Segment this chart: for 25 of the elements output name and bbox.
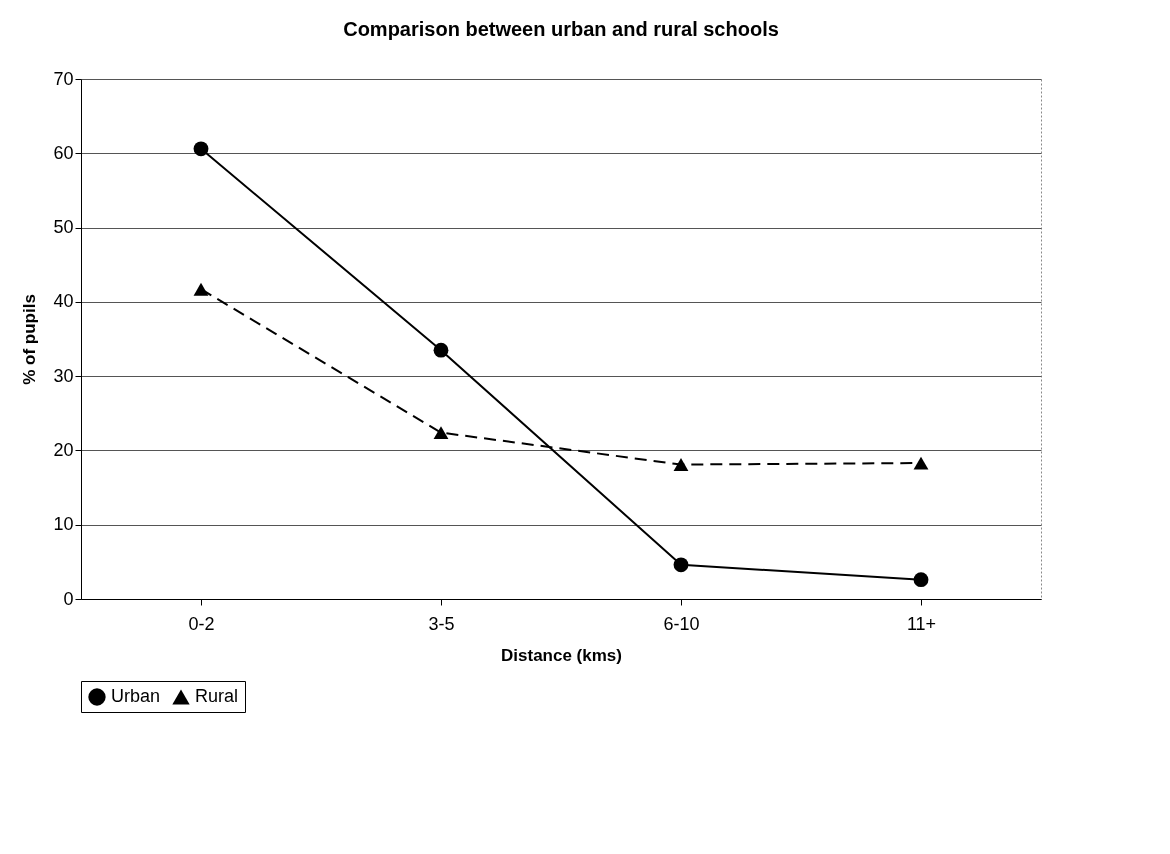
y-axis-title: % of pupils <box>20 294 40 385</box>
x-axis-title: Distance (kms) <box>501 645 622 665</box>
point <box>193 282 209 296</box>
x-tick-label: 6-10 <box>663 613 700 634</box>
point <box>913 456 929 470</box>
y-tick-label: 50 <box>53 217 74 238</box>
point <box>433 426 449 440</box>
point <box>913 572 929 588</box>
y-tick-label: 30 <box>53 365 74 386</box>
y-tick-label: 60 <box>53 142 74 163</box>
point <box>673 557 689 573</box>
y-tick-label: 20 <box>53 439 74 460</box>
point <box>673 458 689 471</box>
x-tick-label: 0-2 <box>188 613 215 634</box>
y-tick-label: 40 <box>53 291 74 312</box>
y-tick-label: 0 <box>63 588 74 609</box>
point <box>433 342 449 358</box>
legend-label: Rural <box>195 686 239 706</box>
legend-label: Urban <box>111 686 161 706</box>
chart-title: Comparison between urban and rural schools <box>343 18 779 40</box>
x-tick-label: 11+ <box>906 613 937 634</box>
point <box>193 141 209 157</box>
y-tick-label: 70 <box>53 68 74 89</box>
x-tick-label: 3-5 <box>428 613 455 634</box>
y-tick-label: 10 <box>53 514 74 535</box>
